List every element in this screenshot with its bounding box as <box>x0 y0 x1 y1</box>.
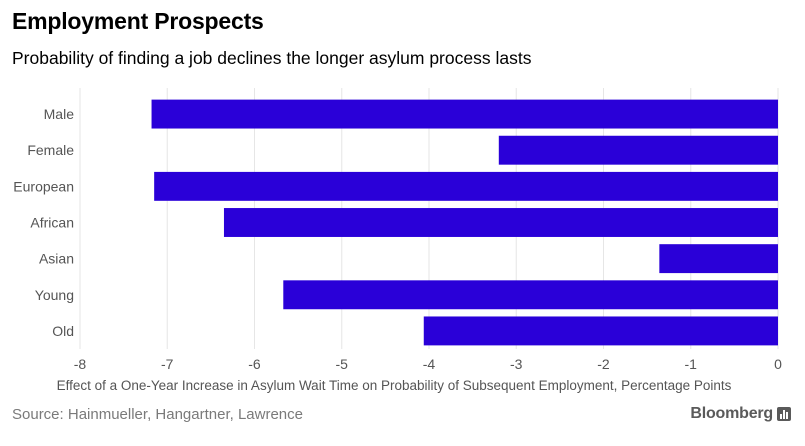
category-label: Old <box>52 323 74 339</box>
x-tick-label: -1 <box>685 356 698 372</box>
category-label: Asian <box>39 251 74 267</box>
category-label: Young <box>35 287 74 303</box>
category-label: African <box>30 215 74 231</box>
brand-name: Bloomberg <box>690 405 773 422</box>
bar <box>283 280 778 310</box>
bar <box>223 208 778 237</box>
x-axis-label: Effect of a One-Year Increase in Asylum … <box>57 378 732 393</box>
bar <box>154 171 779 201</box>
category-label: Female <box>27 142 74 158</box>
source-note: Source: Hainmueller, Hangartner, Lawrenc… <box>12 406 303 423</box>
chart-title: Employment Prospects <box>12 8 264 34</box>
category-label: Male <box>44 106 75 122</box>
category-label: European <box>13 178 74 194</box>
x-tick-label: -6 <box>248 356 261 372</box>
bar-chart-icon <box>777 407 791 421</box>
bar <box>659 244 778 274</box>
x-tick-label: -5 <box>336 356 349 372</box>
x-tick-label: -2 <box>597 356 610 372</box>
chart-subtitle: Probability of finding a job declines th… <box>12 48 532 68</box>
x-tick-label: -3 <box>510 356 523 372</box>
bar <box>151 99 779 129</box>
brand-logo: Bloomberg <box>690 405 791 423</box>
x-tick-label: -8 <box>74 356 87 372</box>
bar-chart: -8 -7 -6 -5 -4 -3 -2 -1 0 Male Female European Afric… <box>13 88 782 393</box>
bar <box>498 135 778 165</box>
x-tick-label: -7 <box>161 356 174 372</box>
bar <box>423 316 778 346</box>
x-tick-label: 0 <box>774 356 782 372</box>
x-tick-label: -4 <box>423 356 436 372</box>
